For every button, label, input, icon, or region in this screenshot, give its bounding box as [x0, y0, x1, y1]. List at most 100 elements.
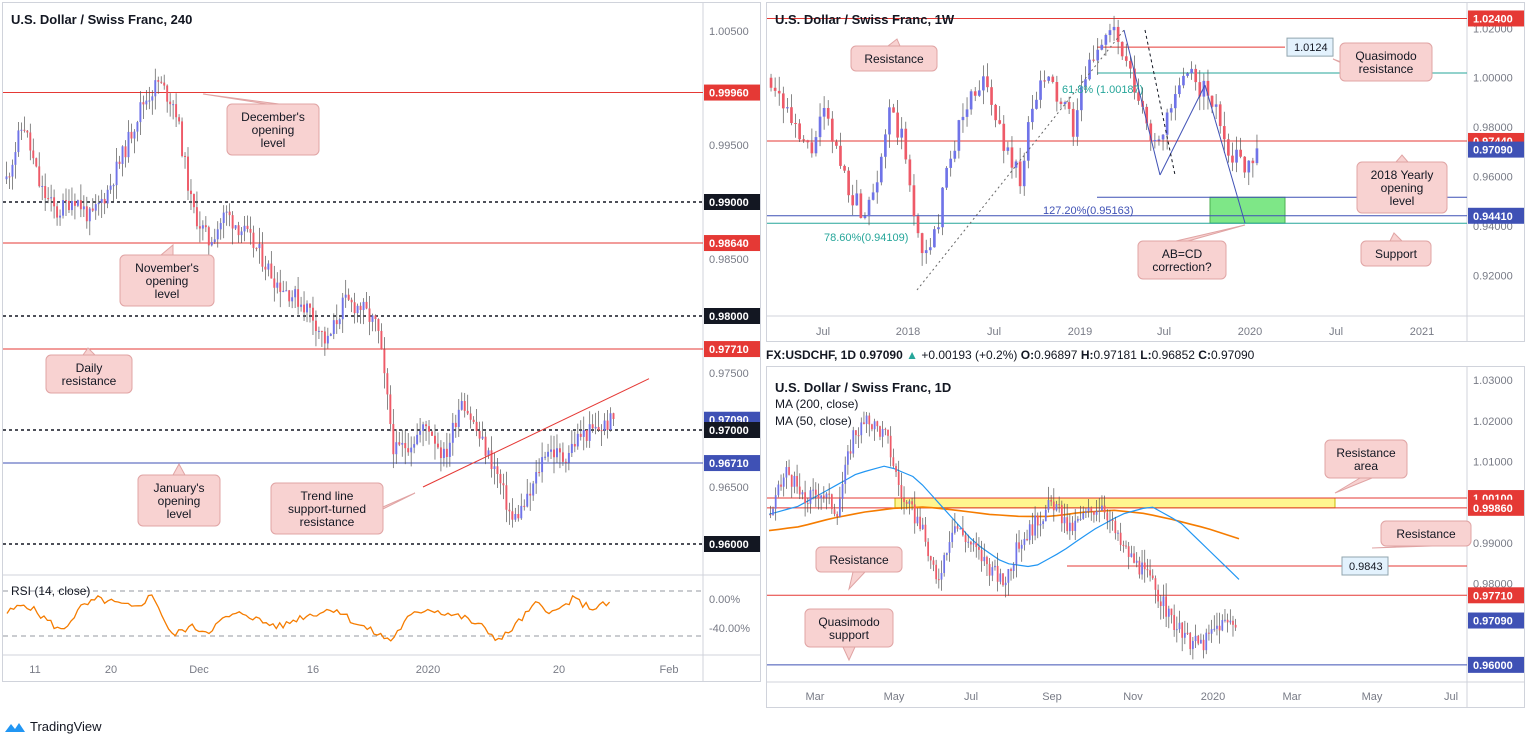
candle-body — [814, 489, 817, 495]
candle-body — [192, 194, 195, 208]
price-tag — [1468, 10, 1524, 27]
candle-body — [1157, 589, 1159, 602]
candle-body — [1159, 601, 1162, 607]
candle-body — [1067, 102, 1071, 109]
candle-body — [297, 289, 300, 307]
ohlc-low: 0.96852 — [1151, 348, 1195, 362]
candle-body — [255, 247, 258, 249]
price-axis-label: 1.03000 — [1473, 375, 1513, 387]
candle-body — [1120, 41, 1124, 57]
candle-body — [166, 85, 169, 102]
price-axis-label: 0.99000 — [1473, 538, 1513, 550]
candle-body — [609, 413, 612, 430]
candle-body — [1098, 510, 1101, 512]
candle-body — [56, 206, 59, 218]
rsi-label: RSI (14, close) — [11, 584, 90, 598]
candle-body — [392, 424, 395, 455]
candle-body — [1157, 139, 1161, 141]
candle-body — [267, 263, 270, 270]
candle-body — [782, 477, 785, 487]
candle-body — [1012, 564, 1015, 572]
candle-body — [844, 464, 847, 484]
price-tag — [704, 235, 760, 252]
candle-body — [73, 200, 76, 206]
time-axis-label: Jul — [1157, 326, 1171, 338]
candle-body — [582, 430, 585, 437]
price-tag-label: 0.99860 — [1473, 503, 1513, 515]
callout-text: Daily — [76, 361, 103, 375]
candle-body — [833, 509, 836, 515]
candle-body — [1133, 553, 1135, 563]
chart-panel-daily[interactable]: 1.03000 1.02000 1.01000 0.99000 0.98000 Mar Ma… — [766, 366, 1525, 708]
candle-body — [270, 263, 273, 279]
callout-text: November's — [135, 261, 199, 275]
candle-body — [410, 447, 413, 453]
candle-body — [999, 573, 1002, 582]
candle-body — [386, 373, 389, 395]
candle-body — [1015, 542, 1018, 565]
candle-body — [1068, 522, 1071, 532]
callout-text: December's — [241, 110, 305, 124]
candle-body — [422, 424, 425, 431]
candle-body — [921, 524, 924, 530]
callout-pointer — [172, 462, 186, 476]
candle-body — [1111, 519, 1114, 521]
candle-body — [145, 100, 148, 105]
candle-body — [1210, 629, 1213, 634]
candle-body — [843, 165, 846, 171]
price-axis-label: 1.00000 — [1473, 73, 1513, 85]
fib-786-label: 78.60%(0.94109) — [824, 232, 908, 244]
candle-body — [553, 449, 555, 458]
candle-body — [1063, 517, 1066, 524]
candle-body — [1084, 79, 1087, 87]
candle-body — [603, 420, 606, 431]
candle-body — [353, 302, 356, 314]
candle-body — [986, 76, 989, 88]
candle-body — [892, 457, 895, 467]
callout-text: January's — [154, 481, 205, 495]
candle-body — [1229, 620, 1232, 623]
candle-body — [1222, 126, 1226, 140]
candle-body — [1002, 123, 1006, 151]
candle-body — [371, 315, 374, 322]
callout-box — [1380, 520, 1472, 547]
chart-weekly-canvas[interactable]: 1.02000 1.00000 0.98000 0.96000 0.94000 0.920… — [767, 3, 1525, 342]
candle-body — [991, 567, 994, 576]
candle-body — [884, 134, 887, 157]
candle-body — [612, 413, 615, 420]
chart-4h-canvas[interactable]: 1.00500 0.99500 0.98500 0.97500 0.96500 11 20 D… — [3, 3, 761, 682]
candle-body — [493, 466, 496, 470]
price-tag-label: 0.96710 — [709, 458, 749, 470]
candle-body — [830, 118, 834, 142]
candle-body — [368, 308, 371, 322]
candle-body — [851, 195, 855, 206]
candle-body — [881, 428, 884, 437]
time-axis-label: 2019 — [1068, 326, 1092, 338]
candle-body — [1122, 544, 1125, 546]
candle-body — [44, 185, 47, 199]
tradingview-footer[interactable]: TradingView — [4, 719, 102, 734]
candle-body — [538, 472, 541, 474]
candle-body — [398, 442, 401, 445]
callout-box — [804, 608, 894, 648]
candle-body — [1141, 562, 1143, 575]
candle-body — [1026, 538, 1028, 541]
candle-body — [1189, 632, 1192, 650]
candle-body — [294, 289, 297, 298]
time-axis-label: Dec — [189, 664, 209, 676]
candle-body — [234, 225, 237, 229]
candle-body — [951, 532, 954, 543]
chart-panel-weekly[interactable]: 1.02000 1.00000 0.98000 0.96000 0.94000 0.920… — [766, 2, 1525, 342]
fib-618-label: 61.8% (1.00187) — [1062, 84, 1143, 96]
candle-body — [1052, 501, 1055, 511]
price-axis-label: 0.96500 — [709, 482, 749, 494]
chart-panel-4h[interactable]: 1.00500 0.99500 0.98500 0.97500 0.96500 11 20 D… — [2, 2, 761, 682]
candle-body — [261, 244, 264, 267]
candle-body — [836, 514, 839, 517]
candle-body — [940, 573, 943, 580]
time-axis-label: 11 — [29, 664, 40, 676]
